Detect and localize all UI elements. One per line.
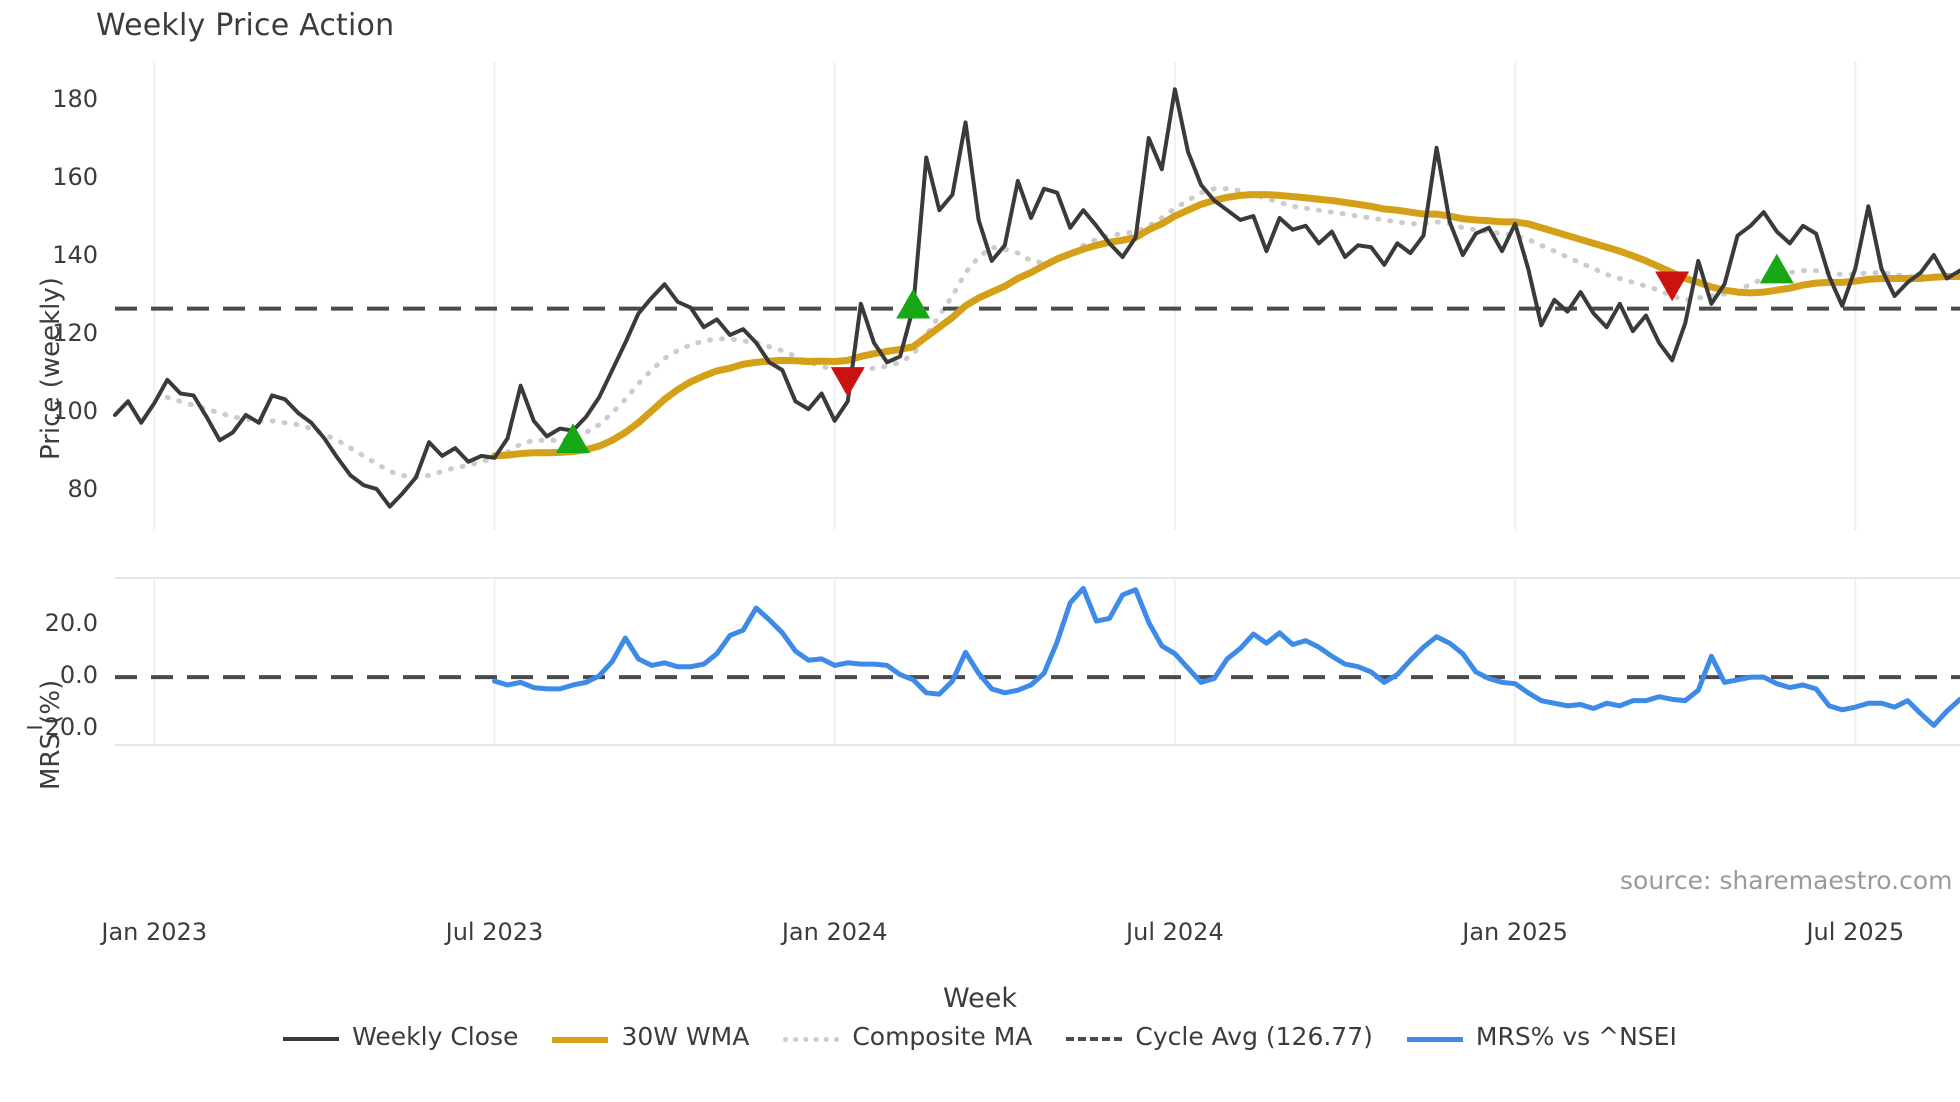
legend-mrs[interactable]: MRS% vs ^NSEI [1406,1022,1677,1051]
series-weekly-close [113,87,1960,509]
mrs-ytick-2: −20.0 [24,713,98,742]
mrs-ytick-0: 20.0 [44,608,98,637]
buy-signal-marker-4[interactable] [1759,253,1794,284]
x-tick-2: Jan 2024 [781,918,888,946]
legend-composite-ma[interactable]: Composite MA [783,1022,1032,1051]
price-ytick-140: 140 [52,241,98,269]
price-ytick-160: 160 [52,163,98,191]
legend-mrs-label: MRS% vs ^NSEI [1475,1022,1677,1051]
sell-signal-marker-1[interactable] [830,367,865,397]
x-tick-5: Jul 2025 [1806,918,1905,946]
price-ytick-80: 80 [67,475,98,503]
buy-signal-marker-2[interactable] [896,288,931,319]
x-tick-0: Jan 2023 [101,918,208,946]
page-title: Weekly Price Action [96,8,395,43]
price-ytick-120: 120 [52,319,98,347]
x-axis-label: Week [943,983,1017,1014]
series-30w-wma [490,191,1960,460]
legend-weekly-close[interactable]: Weekly Close [283,1022,518,1051]
legend-weekly-close-label: Weekly Close [352,1022,519,1051]
price-ytick-180: 180 [52,85,98,113]
legend-cycle-avg[interactable]: Cycle Avg (126.77) [1066,1022,1373,1051]
legend-30w-wma[interactable]: 30W WMA [552,1022,749,1051]
x-tick-3: Jul 2024 [1126,918,1224,946]
series-composite-ma [164,186,1960,480]
series-mrs-percent [491,585,1960,728]
legend-30w-wma-label: 30W WMA [621,1022,750,1051]
source-watermark: source: sharemaestro.com [1620,866,1953,895]
x-tick-1: Jul 2023 [445,918,544,946]
chart-legend: Weekly Close 30W WMA Composite MA Cycle Avg… [0,1022,1960,1051]
sell-signal-marker-3[interactable] [1655,271,1690,302]
legend-cycle-avg-label: Cycle Avg (126.77) [1135,1022,1373,1051]
mrs-ytick-1: 0.0 [59,661,98,690]
legend-composite-ma-label: Composite MA [852,1022,1033,1051]
price-ytick-100: 100 [52,397,98,425]
buy-signal-marker-0[interactable] [555,423,590,454]
x-tick-4: Jan 2025 [1462,918,1568,946]
